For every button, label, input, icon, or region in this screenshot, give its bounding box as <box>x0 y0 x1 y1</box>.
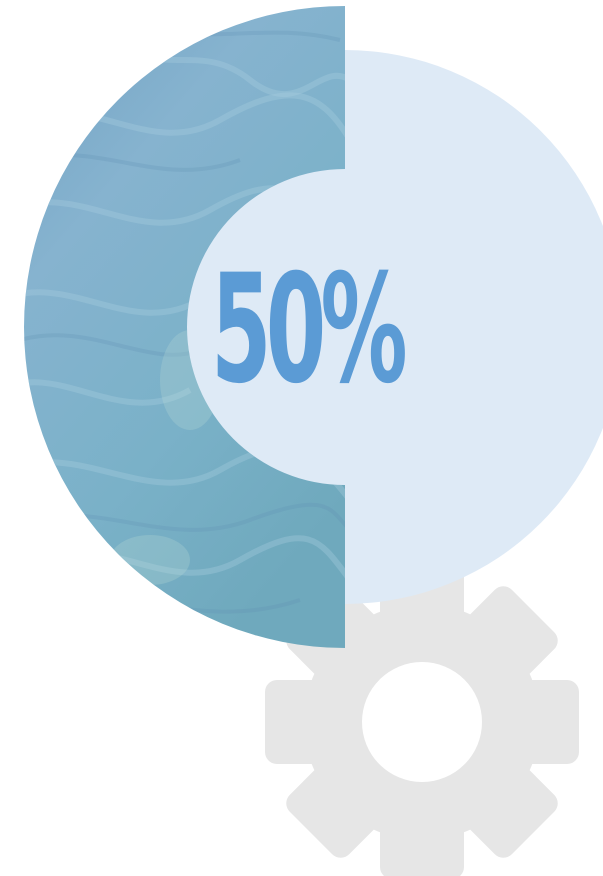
progress-percent-label: 50% <box>211 243 408 417</box>
